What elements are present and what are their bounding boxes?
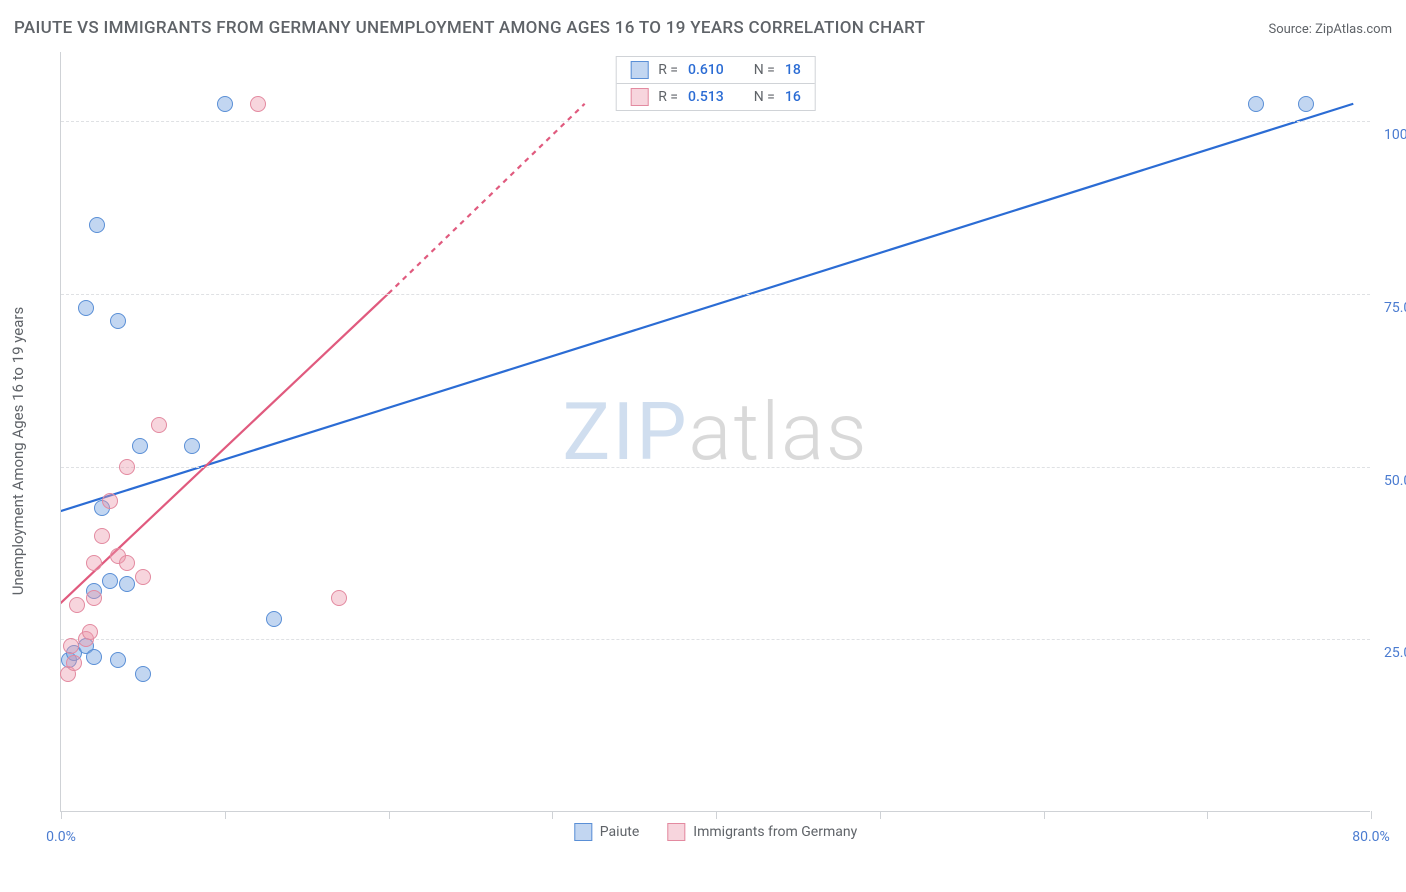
x-tick-label: 80.0% <box>1352 829 1390 845</box>
data-point <box>119 576 135 592</box>
gridline <box>61 639 1370 640</box>
legend-series: Paiute Immigrants from Germany <box>574 823 857 841</box>
data-point <box>69 597 85 613</box>
data-point <box>1248 96 1264 112</box>
chart-area: Unemployment Among Ages 16 to 19 years Z… <box>48 52 1378 832</box>
data-point <box>266 611 282 627</box>
x-tick <box>225 811 226 819</box>
chart-title: PAIUTE VS IMMIGRANTS FROM GERMANY UNEMPL… <box>14 18 925 38</box>
x-tick <box>880 811 881 819</box>
x-tick-label: 0.0% <box>46 829 76 845</box>
data-point <box>94 528 110 544</box>
data-point <box>82 624 98 640</box>
legend-series-label: Immigrants from Germany <box>693 824 857 840</box>
data-point <box>331 590 347 606</box>
data-point <box>110 652 126 668</box>
legend-r-label: R = <box>658 89 678 105</box>
data-point <box>86 555 102 571</box>
legend-series-label: Paiute <box>600 824 640 840</box>
data-point <box>1298 96 1314 112</box>
data-point <box>63 638 79 654</box>
x-tick <box>1044 811 1045 819</box>
x-tick <box>1207 811 1208 819</box>
watermark-atlas: atlas <box>689 385 869 479</box>
legend-stats-row: R = 0.610 N = 18 <box>616 57 815 84</box>
data-point <box>151 417 167 433</box>
data-point <box>66 655 82 671</box>
legend-r-label: R = <box>658 62 678 78</box>
data-point <box>86 649 102 665</box>
gridline <box>61 121 1370 122</box>
legend-swatch <box>667 823 685 841</box>
y-tick-label: 50.0% <box>1376 473 1406 489</box>
legend-r-value: 0.610 <box>688 62 724 78</box>
watermark: ZIPatlas <box>562 385 868 479</box>
data-point <box>250 96 266 112</box>
legend-swatch <box>574 823 592 841</box>
x-tick <box>1371 811 1372 819</box>
data-point <box>119 459 135 475</box>
data-point <box>110 313 126 329</box>
data-point <box>89 217 105 233</box>
data-point <box>217 96 233 112</box>
scatter-plot: ZIPatlas R =0.610N =18R =0.513N =16 Paiu… <box>60 52 1370 812</box>
watermark-zip: ZIP <box>562 385 688 479</box>
gridline <box>61 467 1370 468</box>
y-axis-label: Unemployment Among Ages 16 to 19 years <box>9 307 27 595</box>
data-point <box>102 573 118 589</box>
x-tick <box>389 811 390 819</box>
legend-stats-row: R = 0.513 N = 16 <box>616 84 815 110</box>
legend-stats: R = 0.610 N = 18 R = 0.513 N = 16 <box>615 56 816 111</box>
legend-series-item: Immigrants from Germany <box>667 823 857 841</box>
data-point <box>78 300 94 316</box>
source-label: Source: ZipAtlas.com <box>1268 22 1392 37</box>
data-point <box>119 555 135 571</box>
legend-n-value: 18 <box>785 62 801 78</box>
legend-swatch <box>630 61 648 79</box>
data-point <box>102 493 118 509</box>
data-point <box>135 569 151 585</box>
data-point <box>86 590 102 606</box>
x-tick <box>552 811 553 819</box>
x-tick <box>61 811 62 819</box>
data-point <box>135 666 151 682</box>
data-point <box>132 438 148 454</box>
gridline <box>61 294 1370 295</box>
legend-n-value: 16 <box>785 89 801 105</box>
legend-swatch <box>630 88 648 106</box>
x-tick <box>716 811 717 819</box>
legend-series-item: Paiute <box>574 823 640 841</box>
data-point <box>184 438 200 454</box>
legend-r-value: 0.513 <box>688 89 724 105</box>
y-tick-label: 100.0% <box>1376 127 1406 143</box>
trend-lines <box>61 52 1370 811</box>
legend-n-label: N = <box>754 89 775 105</box>
y-tick-label: 25.0% <box>1376 645 1406 661</box>
y-tick-label: 75.0% <box>1376 300 1406 316</box>
legend-n-label: N = <box>754 62 775 78</box>
